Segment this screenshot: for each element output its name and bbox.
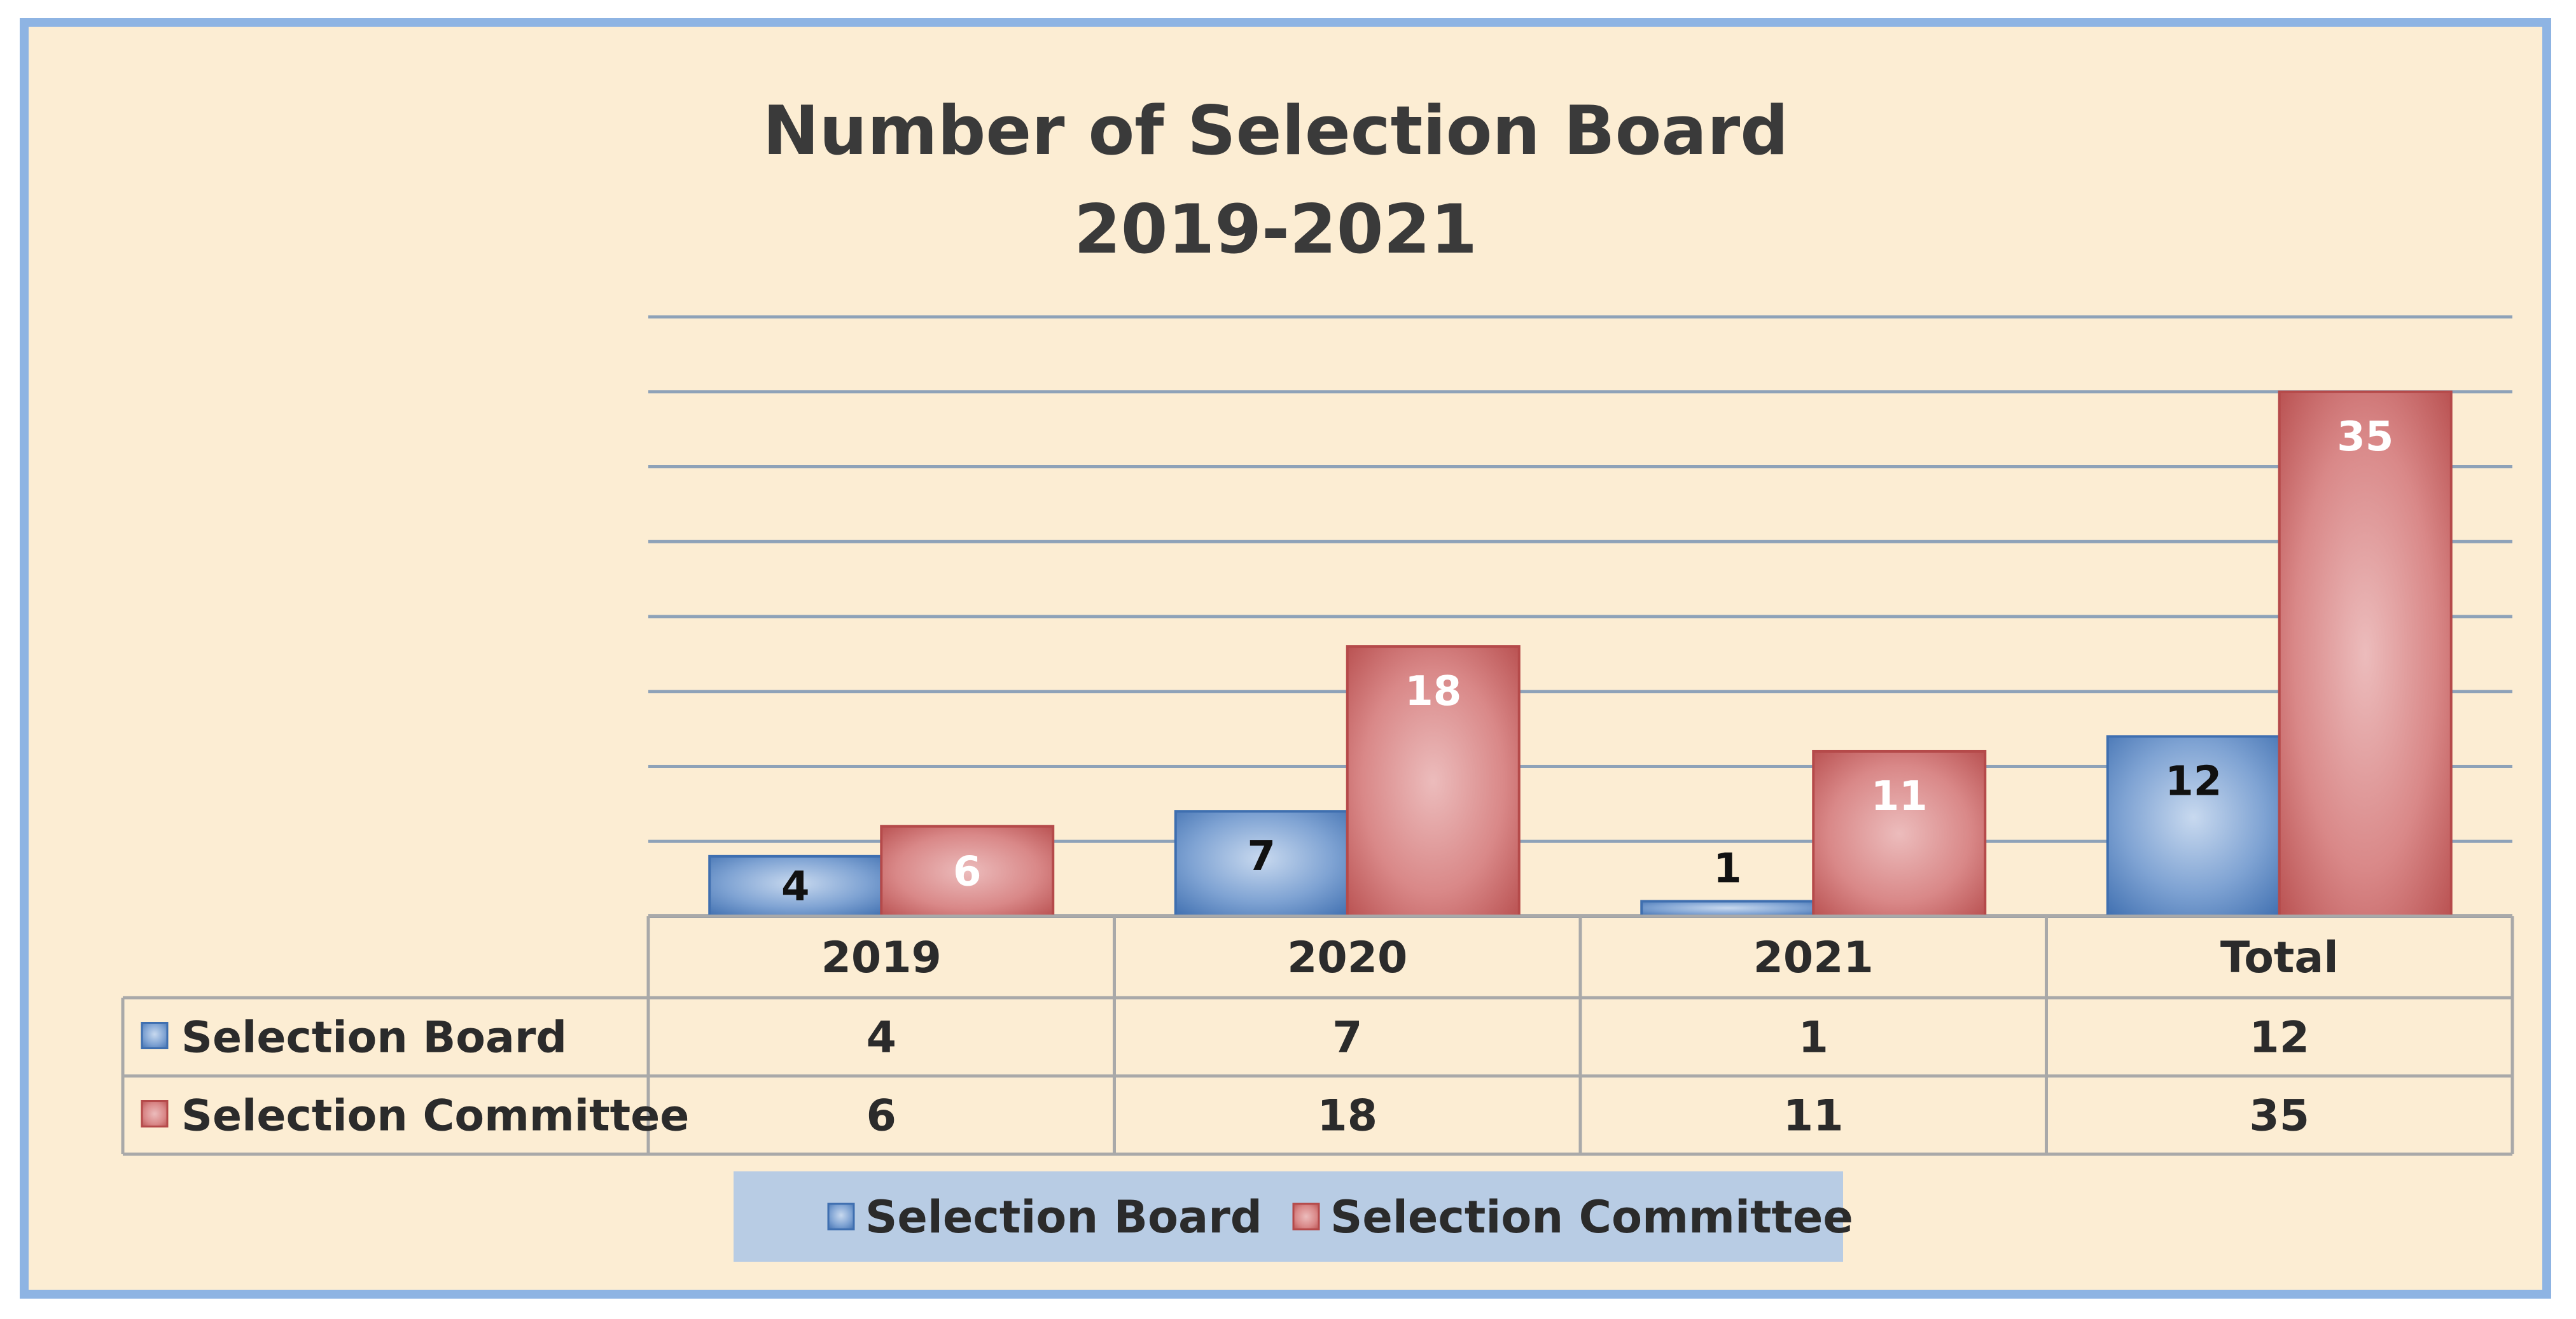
legend-swatch-selection-committee	[1292, 1203, 1320, 1231]
table-row-label-selection-committee: Selection Committee	[181, 1091, 689, 1141]
chart-subtitle: 2019-2021	[1074, 190, 1477, 269]
bar-selection-board-total	[2106, 735, 2281, 918]
chart-title: Number of Selection Board	[763, 92, 1788, 170]
data-label-selection-committee-2021: 11	[1871, 773, 1928, 820]
table-swatch-selection-board	[141, 1022, 169, 1049]
data-label-selection-board-2019: 4	[781, 863, 810, 911]
data-label-selection-committee-total: 35	[2337, 414, 2393, 461]
bar-selection-board-2021	[1640, 900, 1815, 918]
data-label-selection-board-2021: 1	[1713, 845, 1742, 892]
legend-swatch-selection-board	[827, 1203, 855, 1231]
data-table: 2019 2020 2021 Total Selection Board 4 7 1 12 Sel…	[121, 914, 2514, 1156]
table-cell-selection-committee-2019: 6	[867, 1091, 896, 1141]
table-cell-selection-committee-2021: 11	[1783, 1091, 1844, 1141]
data-label-selection-committee-2019: 6	[953, 848, 982, 895]
table-cell-selection-committee-2020: 18	[1317, 1091, 1377, 1141]
bar-selection-committee-total	[2278, 390, 2453, 918]
table-header-2019: 2019	[821, 933, 942, 983]
chart-svg: Number of Selection Board 2019-2021 4 6 7 1…	[121, 92, 2514, 1262]
chart-frame: Number of Selection Board 2019-2021 4 6 7 1…	[20, 18, 2551, 1299]
table-cell-selection-board-2019: 4	[867, 1013, 896, 1063]
data-label-selection-board-2020: 7	[1247, 833, 1276, 880]
bars	[708, 390, 2453, 918]
table-cell-selection-committee-total: 35	[2249, 1091, 2309, 1141]
table-header-2021: 2021	[1753, 933, 1874, 983]
table-swatch-selection-committee	[141, 1100, 169, 1127]
legend-background	[734, 1171, 1843, 1262]
legend-label-selection-committee: Selection Committee	[1330, 1191, 1853, 1243]
table-header-total: Total	[2220, 933, 2339, 983]
legend: Selection Board Selection Committee	[734, 1171, 1853, 1262]
legend-label-selection-board: Selection Board	[865, 1191, 1262, 1243]
table-cell-selection-board-2021: 1	[1799, 1013, 1828, 1063]
data-label-selection-board-total: 12	[2165, 758, 2222, 805]
table-cell-selection-board-2020: 7	[1332, 1013, 1362, 1063]
data-label-selection-committee-2020: 18	[1405, 668, 1461, 715]
table-header-2020: 2020	[1287, 933, 1407, 983]
table-row-label-selection-board: Selection Board	[181, 1013, 567, 1063]
table-cell-selection-board-total: 12	[2249, 1013, 2309, 1063]
